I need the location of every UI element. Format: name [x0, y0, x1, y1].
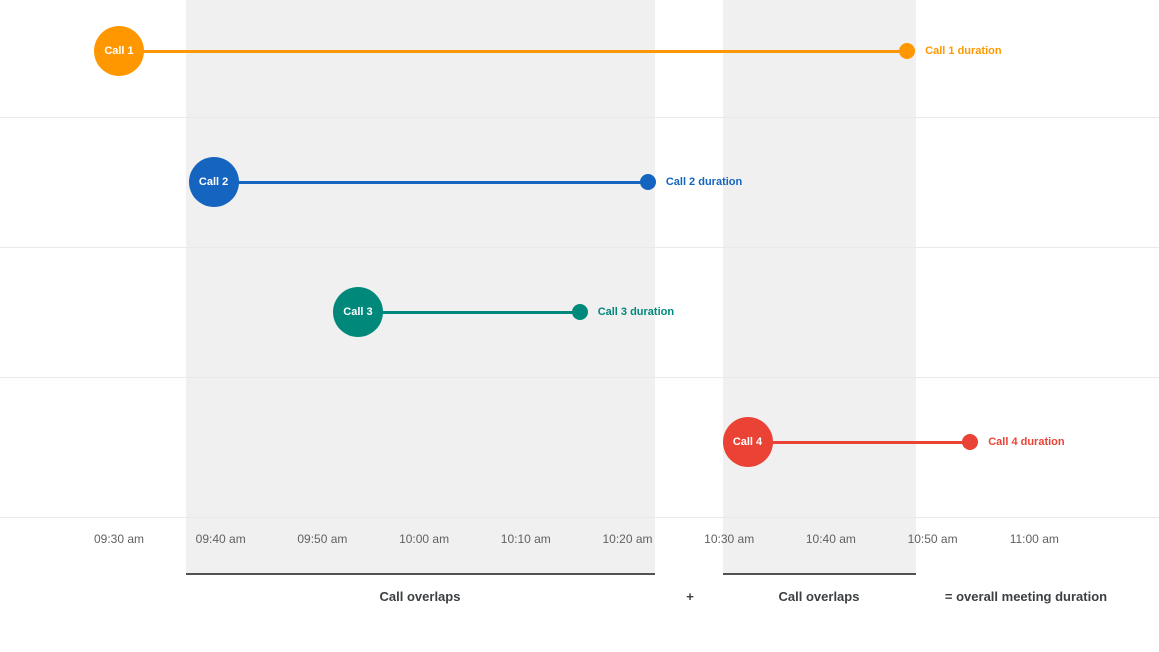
call-duration-label: Call 2 duration	[665, 176, 743, 188]
call-start-circle: Call 3	[332, 287, 383, 337]
x-axis-tick-label: 10:50 am	[907, 532, 958, 546]
gridline-4	[0, 517, 1159, 518]
x-axis-tick-label: 11:00 am	[1009, 532, 1059, 546]
footer-result-label: = overall meeting duration	[944, 589, 1108, 604]
gridline-1	[0, 117, 1159, 118]
call-end-dot	[899, 43, 916, 59]
call-duration-label: Call 1 duration	[925, 45, 1002, 57]
footer-plus-sign: +	[686, 589, 694, 604]
x-axis-tick-label: 09:50 am	[297, 532, 348, 546]
x-axis-tick-label: 10:40 am	[805, 532, 856, 546]
x-axis-tick-label: 10:00 am	[399, 532, 450, 546]
call-end-dot	[571, 304, 588, 320]
x-axis-tick-label: 10:30 am	[704, 532, 755, 546]
gridline-3	[0, 377, 1159, 378]
footer-call-overlaps-label-2: Call overlaps	[778, 589, 860, 604]
call-start-circle: Call 1	[94, 26, 144, 76]
call-start-circle: Call 4	[722, 417, 773, 467]
x-axis-tick-label: 09:30 am	[93, 532, 145, 546]
call-duration-label: Call 4 duration	[988, 436, 1065, 448]
call-start-circle: Call 2	[188, 157, 239, 207]
x-axis-tick-label: 09:40 am	[195, 532, 246, 546]
call-duration-line	[213, 180, 648, 184]
call-duration-line	[747, 440, 971, 444]
call-end-dot	[639, 174, 656, 190]
footer-call-overlaps-label-1: Call overlaps	[379, 589, 461, 604]
call-duration-line	[119, 49, 908, 53]
x-axis-tick-label: 10:10 am	[500, 532, 551, 546]
call-duration-label: Call 3 duration	[597, 306, 675, 318]
overlap-band-2	[723, 0, 917, 575]
call-end-dot	[962, 434, 979, 450]
call-duration-line	[357, 310, 580, 314]
overlap-band-1	[186, 0, 655, 575]
x-axis-tick-label: 10:20 am	[602, 532, 653, 546]
overlap-band-underline-2	[723, 573, 917, 575]
overlap-band-underline-1	[186, 573, 655, 575]
gridline-2	[0, 247, 1159, 248]
